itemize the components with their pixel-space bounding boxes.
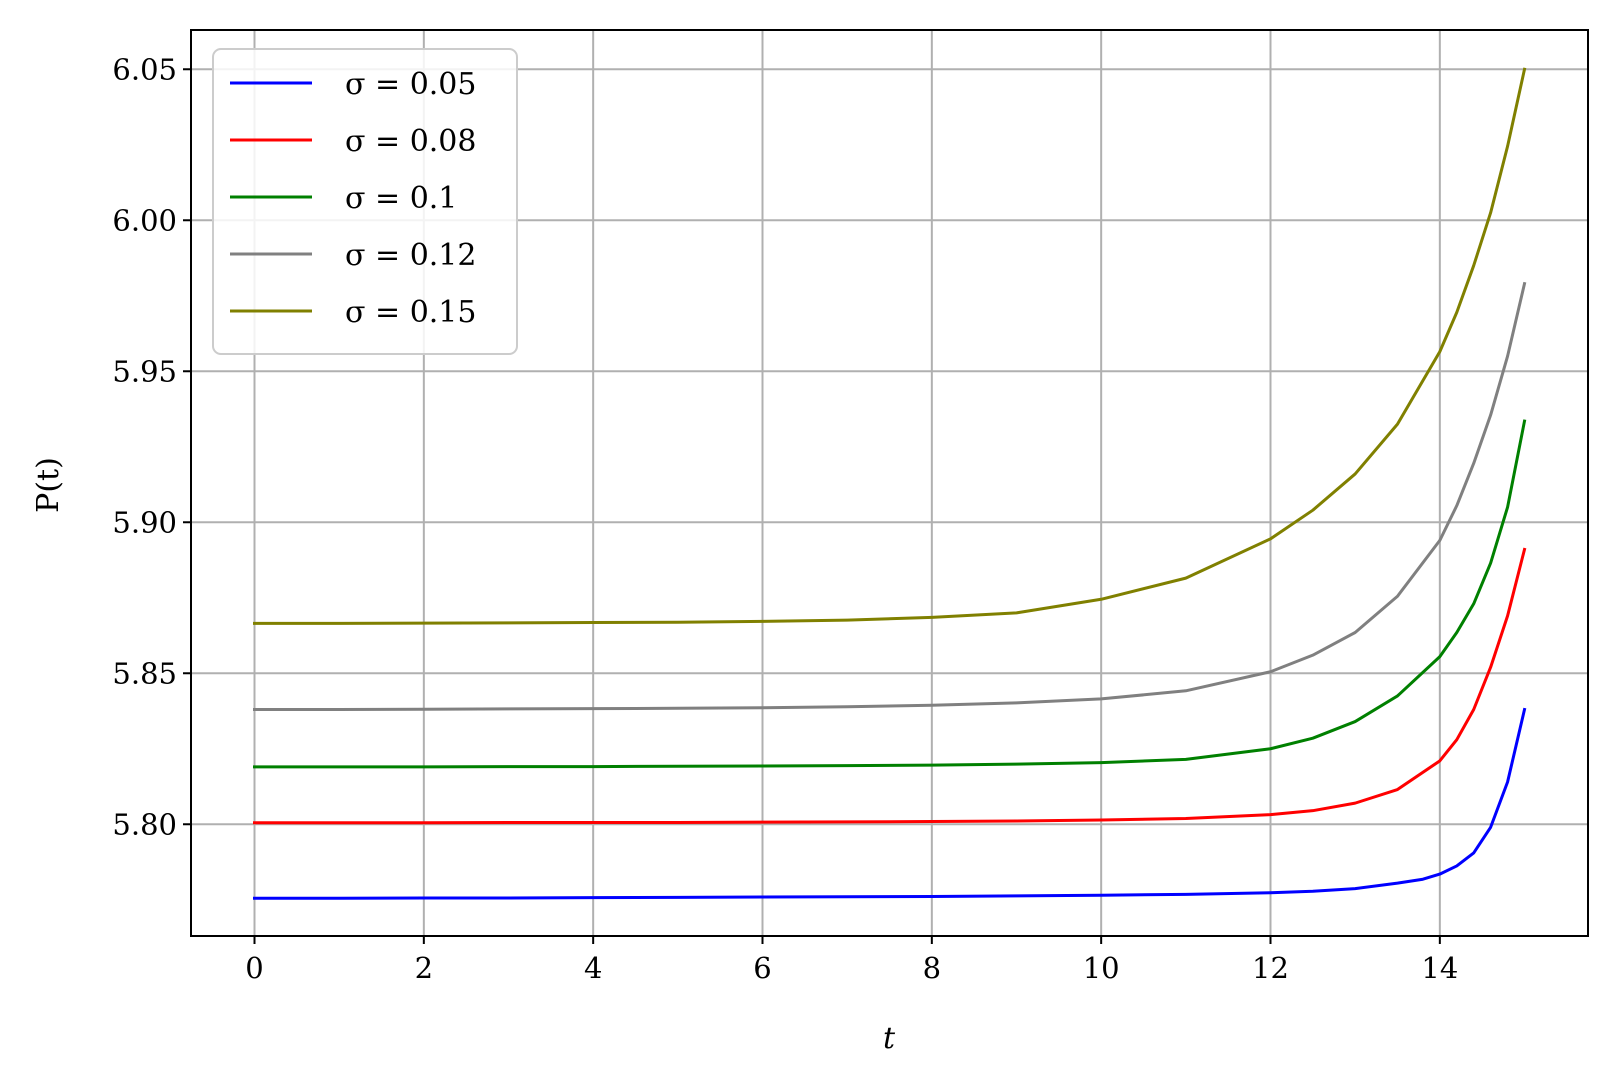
x-tick-label: 8: [923, 951, 941, 985]
x-tick-label: 10: [1083, 951, 1120, 985]
series-lines: [253, 67, 1527, 900]
plot-frame: [190, 29, 1589, 937]
y-tick-label: 6.00: [112, 203, 177, 237]
x-tick-label: 14: [1421, 951, 1458, 985]
legend-label: σ = 0.15: [345, 295, 476, 330]
legend-label: σ = 0.05: [345, 67, 476, 102]
legend-label: σ = 0.1: [345, 181, 457, 216]
series-line: [253, 281, 1527, 711]
x-tick-label: 2: [415, 951, 433, 985]
x-axis-label: t: [883, 1021, 896, 1056]
grid: [191, 30, 1588, 936]
y-axis-label: P(t): [31, 457, 66, 513]
y-tick-label: 5.90: [112, 505, 177, 539]
legend-label: σ = 0.12: [345, 238, 476, 273]
axis-ticks: 0 2 4 6 8 10 12 14 5.80 5.85 5.90 5.95 6.00 6.05: [112, 52, 1458, 985]
legend-label: σ = 0.08: [345, 124, 476, 159]
legend: σ = 0.05 σ = 0.08 σ = 0.1 σ = 0.12 σ = 0.15: [212, 48, 518, 355]
series-line: [253, 707, 1527, 900]
x-tick-label: 12: [1252, 951, 1289, 985]
y-tick-label: 5.95: [112, 354, 177, 388]
y-tick-label: 5.80: [112, 807, 177, 841]
series-line: [253, 419, 1527, 769]
y-tick-label: 6.05: [112, 52, 177, 86]
x-tick-label: 6: [753, 951, 771, 985]
x-tick-label: 4: [584, 951, 602, 985]
legend-box: [212, 48, 518, 355]
y-tick-label: 5.85: [112, 656, 177, 690]
x-tick-label: 0: [245, 951, 263, 985]
series-line: [253, 547, 1527, 825]
series-line: [253, 67, 1527, 625]
